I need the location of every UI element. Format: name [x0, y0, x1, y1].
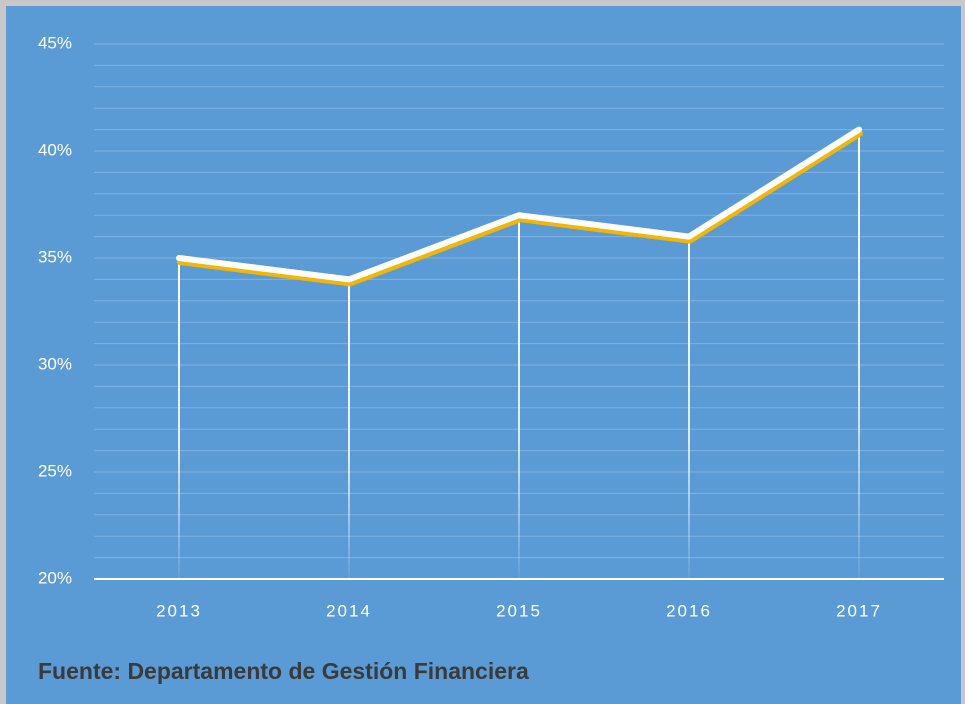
drop-line — [858, 129, 860, 579]
drop-line — [348, 279, 350, 579]
y-tick-label: 35% — [38, 247, 72, 266]
x-tick-label: 2015 — [496, 601, 542, 620]
x-tick-label: 2017 — [836, 601, 882, 620]
drop-line — [518, 215, 520, 579]
y-tick-label: 45% — [38, 33, 72, 52]
x-tick-label: 2013 — [156, 601, 202, 620]
x-tick-label: 2016 — [666, 601, 712, 620]
y-tick-label: 20% — [38, 568, 72, 587]
x-tick-label: 2014 — [326, 601, 372, 620]
y-tick-label: 40% — [38, 140, 72, 159]
plot-background — [6, 6, 961, 704]
source-note: Fuente: Departamento de Gestión Financie… — [38, 658, 529, 684]
drop-line — [688, 236, 690, 579]
y-tick-label: 25% — [38, 461, 72, 480]
line-shadow — [177, 130, 863, 287]
line — [176, 126, 862, 283]
drop-line — [178, 258, 180, 579]
y-tick-label: 30% — [38, 354, 72, 373]
